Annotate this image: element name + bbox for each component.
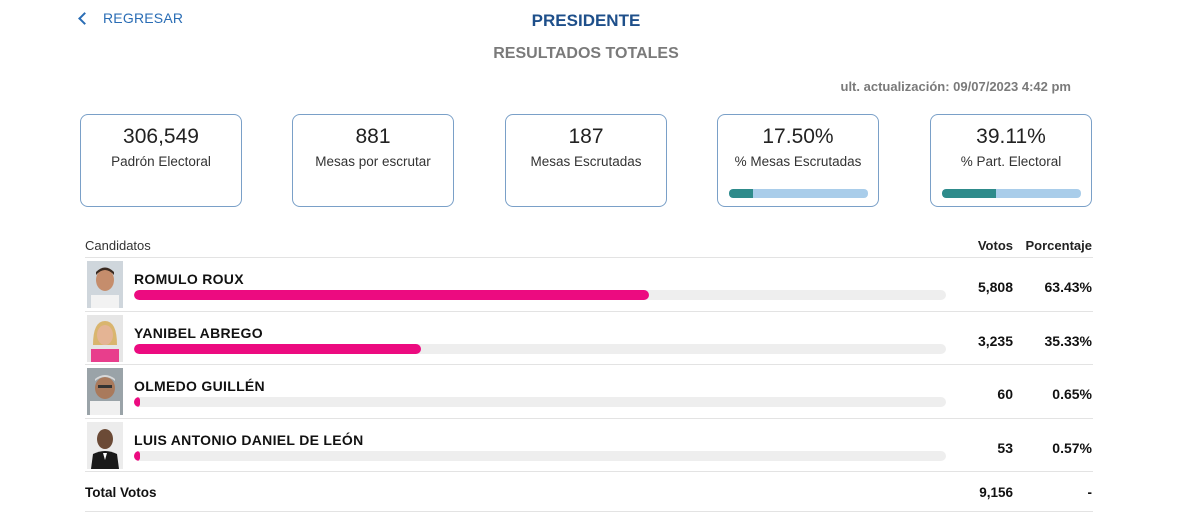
candidate-photo xyxy=(87,261,123,308)
col-candidates: Candidatos xyxy=(85,238,151,253)
vote-bar-fill xyxy=(134,397,140,407)
candidate-percentage: 63.43% xyxy=(1044,279,1092,295)
stat-value: 17.50% xyxy=(762,125,834,148)
candidate-name: YANIBEL ABREGO xyxy=(134,324,263,341)
table-row: ROMULO ROUX 5,808 63.43% xyxy=(85,258,1093,312)
table-row: YANIBEL ABREGO 3,235 35.33% xyxy=(85,312,1093,365)
stat-value: 881 xyxy=(355,125,391,148)
vote-bar-fill xyxy=(134,290,650,300)
candidate-votes: 53 xyxy=(997,439,1013,456)
candidate-percentage: 0.57% xyxy=(1052,439,1092,456)
page-title: PRESIDENTE xyxy=(531,11,641,30)
stat-card-padron: 306,549 Padrón Electoral xyxy=(80,114,242,207)
total-percentage: - xyxy=(1087,485,1093,500)
stat-value: 187 xyxy=(568,125,604,148)
candidate-photo xyxy=(87,368,123,415)
progress-fill xyxy=(729,189,754,198)
candidate-percentage: 35.33% xyxy=(1044,332,1092,349)
back-label: REGRESAR xyxy=(103,10,184,26)
total-votes: 9,156 xyxy=(979,485,1013,500)
progress-bar xyxy=(729,189,868,198)
vote-bar xyxy=(134,343,946,354)
stat-label: % Part. Electoral xyxy=(960,154,1062,169)
total-label: Total Votos xyxy=(85,485,157,500)
vote-bar xyxy=(134,290,946,300)
table-row: OLMEDO GUILLÉN 60 0.65% xyxy=(85,365,1093,419)
candidate-votes: 3,235 xyxy=(977,332,1013,349)
table-row: LUIS ANTONIO DANIEL DE LEÓN 53 0.57% xyxy=(85,419,1093,472)
candidate-photo xyxy=(87,421,123,469)
stat-label: Mesas por escrutar xyxy=(315,154,431,169)
vote-bar xyxy=(134,397,946,407)
candidate-name: OLMEDO GUILLÉN xyxy=(134,378,265,394)
stat-card-mesas-escrutadas: 187 Mesas Escrutadas xyxy=(505,114,667,207)
table-header: Candidatos Votos Porcentaje xyxy=(85,236,1093,258)
back-button[interactable]: REGRESAR xyxy=(78,10,184,26)
candidate-percentage: 0.65% xyxy=(1052,386,1092,402)
stat-label: % Mesas Escrutadas xyxy=(734,154,862,169)
total-row: Total Votos 9,156 - xyxy=(85,472,1093,512)
stat-card-pct-mesas: 17.50% % Mesas Escrutadas xyxy=(717,114,879,207)
last-updated: ult. actualización: 09/07/2023 4:42 pm xyxy=(840,79,1072,94)
col-votes: Votos xyxy=(977,238,1013,253)
vote-bar-fill xyxy=(134,343,421,354)
vote-bar xyxy=(134,450,946,461)
stat-label: Mesas Escrutadas xyxy=(530,154,642,169)
progress-fill xyxy=(942,189,997,198)
vote-bar-fill xyxy=(134,450,140,461)
stat-card-mesas-por-escrutar: 881 Mesas por escrutar xyxy=(292,114,454,207)
progress-bar xyxy=(942,189,1081,198)
col-percentage: Porcentaje xyxy=(1025,238,1092,253)
stat-card-pct-participacion: 39.11% % Part. Electoral xyxy=(930,114,1092,207)
stat-value: 39.11% xyxy=(976,125,1046,148)
candidate-votes: 60 xyxy=(997,386,1013,402)
results-table: Candidatos Votos Porcentaje ROMULO ROUX … xyxy=(85,236,1093,512)
stat-label: Padrón Electoral xyxy=(111,154,211,169)
stat-value: 306,549 xyxy=(123,125,199,148)
candidate-photo xyxy=(87,314,123,362)
candidate-name: ROMULO ROUX xyxy=(134,271,244,287)
candidate-name: LUIS ANTONIO DANIEL DE LEÓN xyxy=(134,431,364,448)
page-subtitle: RESULTADOS TOTALES xyxy=(493,45,679,62)
candidate-votes: 5,808 xyxy=(977,279,1013,295)
